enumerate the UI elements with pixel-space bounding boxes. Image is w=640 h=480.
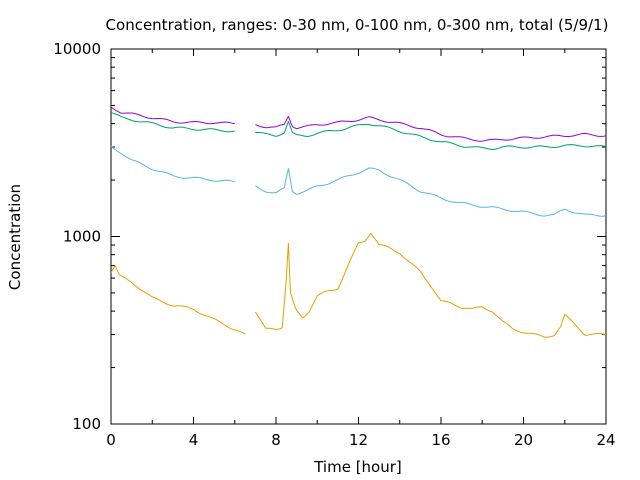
series-line-0-100 <box>255 167 607 217</box>
series-line-0-300 <box>255 120 607 150</box>
chart-title: Concentration, ranges: 0-30 nm, 0-100 nm… <box>106 16 609 34</box>
series-line-0-30 <box>110 265 246 335</box>
plot-area <box>110 48 607 425</box>
series-line-total <box>110 106 235 125</box>
x-tick-label: 4 <box>189 431 199 449</box>
series-line-total <box>255 115 607 142</box>
x-tick-label: 0 <box>106 431 116 449</box>
y-tick-label: 1000 <box>63 228 101 246</box>
x-tick-label: 24 <box>596 431 615 449</box>
series-line-0-100 <box>110 146 235 183</box>
axis-ticks: 0 4 8 12 16 20 24 100 1000 10000 <box>53 40 615 449</box>
y-axis-label: Concentration <box>6 184 24 290</box>
series-line-0-300 <box>110 112 235 133</box>
x-tick-label: 12 <box>349 431 368 449</box>
x-tick-label: 8 <box>271 431 281 449</box>
series-line-0-30 <box>254 233 607 338</box>
plot-frame <box>110 48 607 425</box>
y-tick-label: 100 <box>72 415 101 433</box>
x-tick-label: 20 <box>514 431 533 449</box>
series-layer <box>110 106 607 338</box>
x-axis-label: Time [hour] <box>313 458 402 476</box>
y-tick-label: 10000 <box>53 40 101 58</box>
x-tick-label: 16 <box>431 431 450 449</box>
